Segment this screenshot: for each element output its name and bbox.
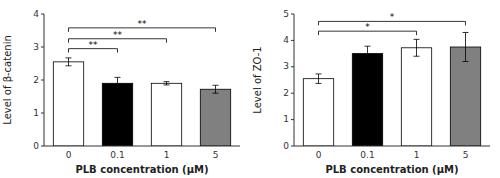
x-tick-label: 1 — [414, 150, 420, 160]
x-axis-line — [44, 146, 240, 147]
bar — [352, 54, 382, 146]
y-axis-label: Level of β-catenin — [2, 35, 13, 125]
chart-figure: 0 1 2 3 4 0 0.1 1 5 PLB concentration (μM) Level o… — [0, 0, 500, 178]
y-tick — [41, 80, 44, 81]
error-bar — [66, 58, 72, 66]
y-tick — [291, 40, 294, 41]
y-tick — [41, 47, 44, 48]
y-tick-label: 0 — [33, 141, 39, 151]
error-bar — [316, 74, 322, 84]
x-tick-label: 0.1 — [360, 150, 374, 160]
bar — [401, 48, 431, 146]
bar — [53, 62, 83, 146]
panel: 0 1 2 3 4 5 0 0.1 1 5 PLB concentration (μM) Level … — [252, 9, 490, 176]
y-tick-label: 2 — [283, 88, 289, 98]
plot-area — [303, 32, 480, 146]
bar — [200, 89, 230, 146]
y-tick — [41, 113, 44, 114]
y-tick — [291, 14, 294, 15]
x-tick-label: 1 — [164, 150, 170, 160]
y-tick-label: 4 — [283, 35, 289, 45]
error-bar — [414, 39, 420, 56]
y-tick-label: 0 — [283, 141, 289, 151]
significance-label: ** — [113, 30, 123, 40]
bar — [303, 79, 333, 146]
error-bar — [115, 77, 121, 89]
significance-label: * — [365, 22, 370, 32]
y-tick — [291, 146, 294, 147]
y-tick — [41, 146, 44, 147]
y-axis-line — [294, 14, 295, 146]
y-tick — [291, 93, 294, 94]
x-axis-label: PLB concentration (μM) — [75, 164, 208, 175]
bar — [102, 83, 132, 146]
bar — [450, 47, 480, 146]
y-tick-label: 3 — [33, 42, 39, 52]
plot-area — [53, 58, 230, 146]
y-tick-label: 2 — [33, 75, 39, 85]
significance-label: ** — [138, 19, 148, 29]
panel: 0 1 2 3 4 0 0.1 1 5 PLB concentration (μM) Level o… — [2, 9, 240, 176]
x-axis-line — [294, 146, 490, 147]
error-bar — [463, 32, 469, 61]
y-tick — [291, 119, 294, 120]
x-tick-label: 5 — [463, 150, 469, 160]
y-tick-label: 5 — [283, 9, 289, 19]
significance-label: * — [390, 12, 395, 22]
significance-label: ** — [89, 40, 99, 50]
y-tick — [291, 66, 294, 67]
x-tick-label: 0.1 — [110, 150, 124, 160]
x-axis-label: PLB concentration (μM) — [325, 164, 458, 175]
x-tick-label: 0 — [316, 150, 322, 160]
y-tick-label: 1 — [33, 108, 39, 118]
y-tick-label: 4 — [33, 9, 39, 19]
y-axis-label: Level of ZO-1 — [252, 46, 263, 113]
error-bar — [365, 46, 371, 61]
error-bar — [213, 85, 219, 93]
y-tick-label: 3 — [283, 61, 289, 71]
error-bar — [164, 82, 170, 85]
x-tick-label: 5 — [213, 150, 219, 160]
bar — [151, 83, 181, 146]
y-tick-label: 1 — [283, 114, 289, 124]
y-tick — [41, 14, 44, 15]
x-tick-label: 0 — [66, 150, 72, 160]
